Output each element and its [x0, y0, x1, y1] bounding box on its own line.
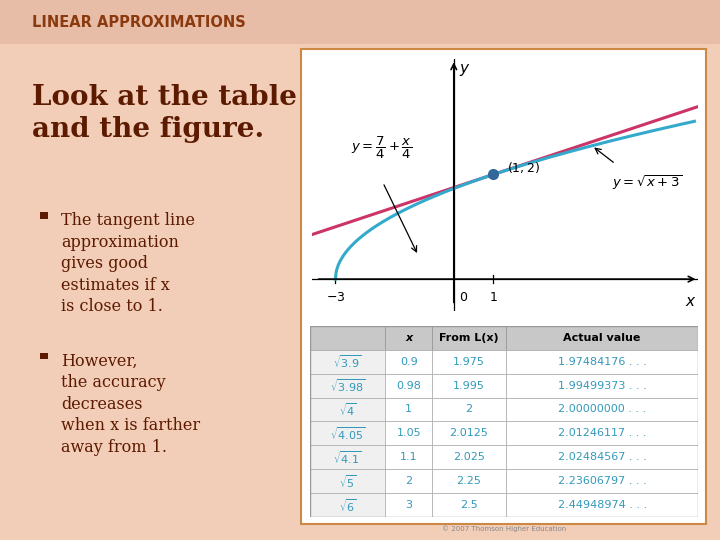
- Bar: [432, 326, 506, 349]
- FancyBboxPatch shape: [301, 49, 706, 524]
- Text: 0.98: 0.98: [396, 381, 421, 390]
- Text: $-3$: $-3$: [325, 291, 345, 303]
- Text: 1.975: 1.975: [453, 356, 485, 367]
- Text: The tangent line
approximation
gives good
estimates if x
is close to 1.: The tangent line approximation gives goo…: [61, 212, 195, 315]
- Text: 2.02484567 . . .: 2.02484567 . . .: [558, 453, 647, 462]
- Bar: [385, 469, 432, 494]
- Bar: [0, 0, 720, 44]
- Text: $(1, 2)$: $(1, 2)$: [507, 160, 540, 175]
- Text: Look at the table
and the figure.: Look at the table and the figure.: [32, 84, 297, 143]
- Bar: [432, 446, 506, 469]
- Bar: [310, 422, 385, 446]
- Text: 2: 2: [405, 476, 413, 487]
- Text: 2.23606797 . . .: 2.23606797 . . .: [558, 476, 647, 487]
- Bar: [506, 469, 698, 494]
- Text: 2.025: 2.025: [453, 453, 485, 462]
- Text: © 2007 Thomson Higher Education: © 2007 Thomson Higher Education: [442, 525, 566, 532]
- Bar: [385, 494, 432, 517]
- Text: 2: 2: [465, 404, 472, 415]
- Text: $0$: $0$: [459, 291, 468, 303]
- Text: 1: 1: [405, 404, 413, 415]
- Text: 0.9: 0.9: [400, 356, 418, 367]
- Bar: [385, 349, 432, 374]
- Bar: [385, 422, 432, 446]
- Bar: [385, 374, 432, 397]
- Bar: [40, 353, 48, 359]
- Text: $1$: $1$: [489, 291, 498, 303]
- Text: 2.5: 2.5: [460, 501, 478, 510]
- Bar: [310, 469, 385, 494]
- Text: 2.44948974 . . .: 2.44948974 . . .: [557, 501, 647, 510]
- Text: $\sqrt{3.9}$: $\sqrt{3.9}$: [333, 353, 361, 370]
- Text: $\sqrt{3.98}$: $\sqrt{3.98}$: [330, 377, 365, 394]
- Text: $\sqrt{5}$: $\sqrt{5}$: [338, 473, 356, 490]
- Text: 1.995: 1.995: [453, 381, 485, 390]
- Bar: [310, 349, 385, 374]
- Text: Actual value: Actual value: [564, 333, 641, 342]
- Bar: [310, 326, 385, 349]
- Bar: [506, 349, 698, 374]
- Text: However,
the accuracy
decreases
when x is farther
away from 1.: However, the accuracy decreases when x i…: [61, 353, 200, 456]
- Text: 1.97484176 . . .: 1.97484176 . . .: [558, 356, 647, 367]
- Text: $y$: $y$: [459, 62, 470, 78]
- Bar: [506, 446, 698, 469]
- Bar: [40, 212, 48, 219]
- Text: $\sqrt{4.05}$: $\sqrt{4.05}$: [330, 425, 365, 442]
- Text: From L(x): From L(x): [439, 333, 499, 342]
- Text: $y = \dfrac{7}{4} + \dfrac{x}{4}$: $y = \dfrac{7}{4} + \dfrac{x}{4}$: [351, 135, 413, 161]
- Bar: [385, 397, 432, 422]
- Text: 1.1: 1.1: [400, 453, 418, 462]
- Bar: [506, 326, 698, 349]
- Text: $\sqrt{6}$: $\sqrt{6}$: [338, 497, 356, 514]
- Text: $x$: $x$: [685, 294, 696, 309]
- Bar: [385, 446, 432, 469]
- Text: © Thomson Higher Education: © Thomson Higher Education: [315, 335, 420, 342]
- Text: 2.01246117 . . .: 2.01246117 . . .: [558, 428, 647, 438]
- Text: $\sqrt{4}$: $\sqrt{4}$: [338, 401, 356, 418]
- Bar: [506, 494, 698, 517]
- Bar: [310, 397, 385, 422]
- Text: 2.25: 2.25: [456, 476, 482, 487]
- Text: 2.00000000 . . .: 2.00000000 . . .: [558, 404, 647, 415]
- Text: $y = \sqrt{x+3}$: $y = \sqrt{x+3}$: [611, 173, 683, 192]
- Text: 1.99499373 . . .: 1.99499373 . . .: [558, 381, 647, 390]
- Bar: [432, 469, 506, 494]
- Bar: [432, 349, 506, 374]
- Bar: [385, 326, 432, 349]
- Text: LINEAR APPROXIMATIONS: LINEAR APPROXIMATIONS: [32, 15, 246, 30]
- Bar: [310, 446, 385, 469]
- Text: 3: 3: [405, 501, 413, 510]
- Text: x: x: [405, 333, 413, 342]
- Bar: [432, 422, 506, 446]
- Text: 2.0125: 2.0125: [449, 428, 488, 438]
- Bar: [432, 397, 506, 422]
- Bar: [506, 422, 698, 446]
- Text: $\sqrt{4.1}$: $\sqrt{4.1}$: [333, 449, 361, 466]
- Text: 1.05: 1.05: [397, 428, 421, 438]
- Bar: [432, 494, 506, 517]
- Bar: [310, 494, 385, 517]
- Bar: [432, 374, 506, 397]
- Bar: [506, 397, 698, 422]
- Bar: [310, 374, 385, 397]
- Bar: [506, 374, 698, 397]
